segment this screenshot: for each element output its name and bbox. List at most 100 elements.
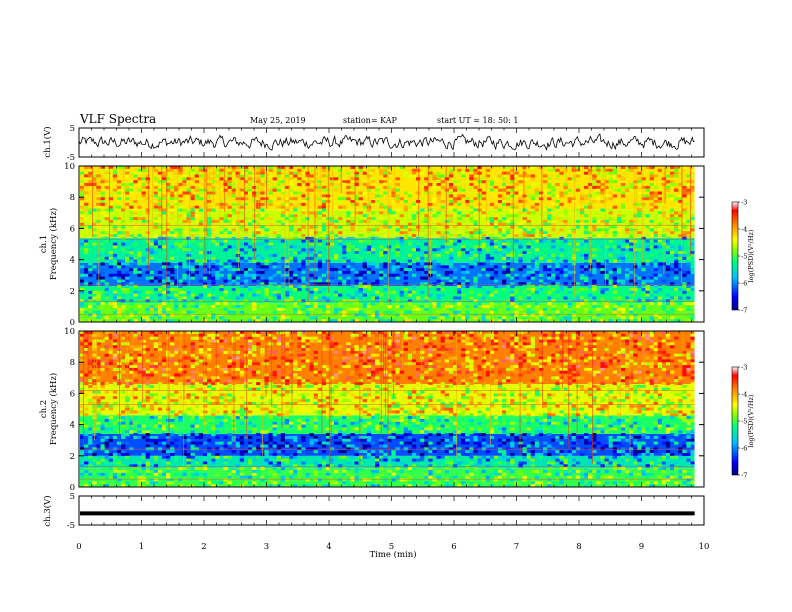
spectrogram-cell [174,242,179,246]
spectrogram-cell [506,191,511,195]
spectrogram-cell [178,299,183,303]
spectrogram-cell [653,231,658,235]
spectrogram-cell [678,299,683,303]
spectrogram-cell [289,279,294,283]
spectrogram-cell [641,177,646,181]
spectrogram-cell [641,288,646,292]
spectrogram-cell [346,211,351,215]
spectrogram-cell [256,316,261,320]
spectrogram-cell [407,231,413,235]
spectrogram-cell [256,319,261,323]
spectrogram-cell [194,342,199,346]
spectrogram-cell [256,231,261,235]
spectrogram-cell [268,276,273,280]
spectrogram-cell [145,472,150,476]
spectrogram-cell [321,228,327,232]
spectrogram-cell [334,282,339,286]
spectrogram-cell [592,217,597,221]
spectrogram-cell [629,248,634,252]
spectrogram-cell [469,217,474,221]
spectrogram-cell [633,166,638,170]
spectrogram-cell [653,185,658,189]
spectrogram-cell [88,435,93,439]
spectrogram-cell [551,282,556,286]
spectrogram-cell [407,205,413,209]
spectrogram-cell [252,302,257,306]
spectrogram-cell [239,177,245,181]
spectrogram-cell [235,470,240,474]
spectrogram-cell [280,185,286,189]
spectrogram-cell [272,262,277,266]
spectrogram-cell [502,236,507,240]
spectrogram-cell [88,183,93,187]
spectrogram-cell [182,478,187,482]
spectrogram-cell [538,239,544,243]
spectrogram-cell [170,211,175,215]
spectrogram-cell [170,433,175,437]
spectrogram-cell [121,413,126,417]
spectrogram-cell [243,350,249,354]
spectrogram-cell [223,461,228,465]
spectrogram-cell [375,236,380,240]
spectrogram-cell [481,211,486,215]
spectrogram-cell [153,177,159,181]
spectrogram-cell [157,424,163,428]
spectrogram-cell [625,188,630,192]
spectrogram-cell [153,393,159,397]
spectrogram-cell [170,410,175,414]
spectrogram-cell [448,202,454,206]
spectrogram-cell [616,245,622,249]
spectrogram-cell [358,288,363,292]
spectrogram-cell [166,236,171,240]
spectrogram-cell [100,302,105,306]
spectrogram-cell [665,265,671,269]
spectrogram-cell [403,200,408,204]
spectrogram-cell [88,384,93,388]
spectrogram-cell [112,356,118,360]
spectrogram-cell [276,285,281,289]
spectrogram-cell [170,331,175,335]
spectrogram-cell [80,336,85,340]
spectrogram-cell [215,365,220,369]
spectrogram-cell [375,228,380,232]
spectrogram-cell [211,382,216,386]
spectrogram-cell [96,390,101,394]
spectrogram-cell [129,319,134,323]
spectrogram-cell [137,177,142,181]
spectrogram-cell [555,290,560,294]
spectrogram-cell [457,288,462,292]
spectrogram-cell [153,478,159,482]
spectrogram-cell [481,319,486,323]
spectrogram-cell [305,217,310,221]
spectrogram-cell [145,177,150,181]
spectrogram-cell [116,265,122,269]
spectrogram-cell [686,191,691,195]
spectrogram-cell [612,205,617,209]
spectrogram-cell [465,302,470,306]
spectrogram-cell [518,228,523,232]
spectrogram-cell [116,379,122,383]
spectrogram-cell [289,200,294,204]
spectrogram-cell [424,265,429,269]
spectrogram-cell [534,268,540,272]
spectrogram-cell [166,214,171,218]
spectrogram-cell [202,336,208,340]
spectrogram-cell [649,225,654,229]
spectrogram-cell [633,248,638,252]
spectrogram-cell [141,202,146,206]
spectrogram-cell [649,299,654,303]
spectrogram-cell [461,219,466,223]
spectrogram-cell [329,276,335,280]
date-label: May 25, 2019 [250,116,306,125]
spectrogram-cell [584,231,589,235]
spectrogram-cell [653,265,658,269]
spectrogram-cell [121,242,126,246]
spectrogram-cell [506,214,511,218]
spectrogram-cell [538,211,544,215]
spectrogram-cell [108,484,113,488]
spectrogram-cell [510,222,515,226]
spectrogram-cell [133,435,138,439]
spectrogram-cell [215,331,220,335]
spectrogram-cell [649,262,654,266]
spectrogram-cell [129,183,134,187]
